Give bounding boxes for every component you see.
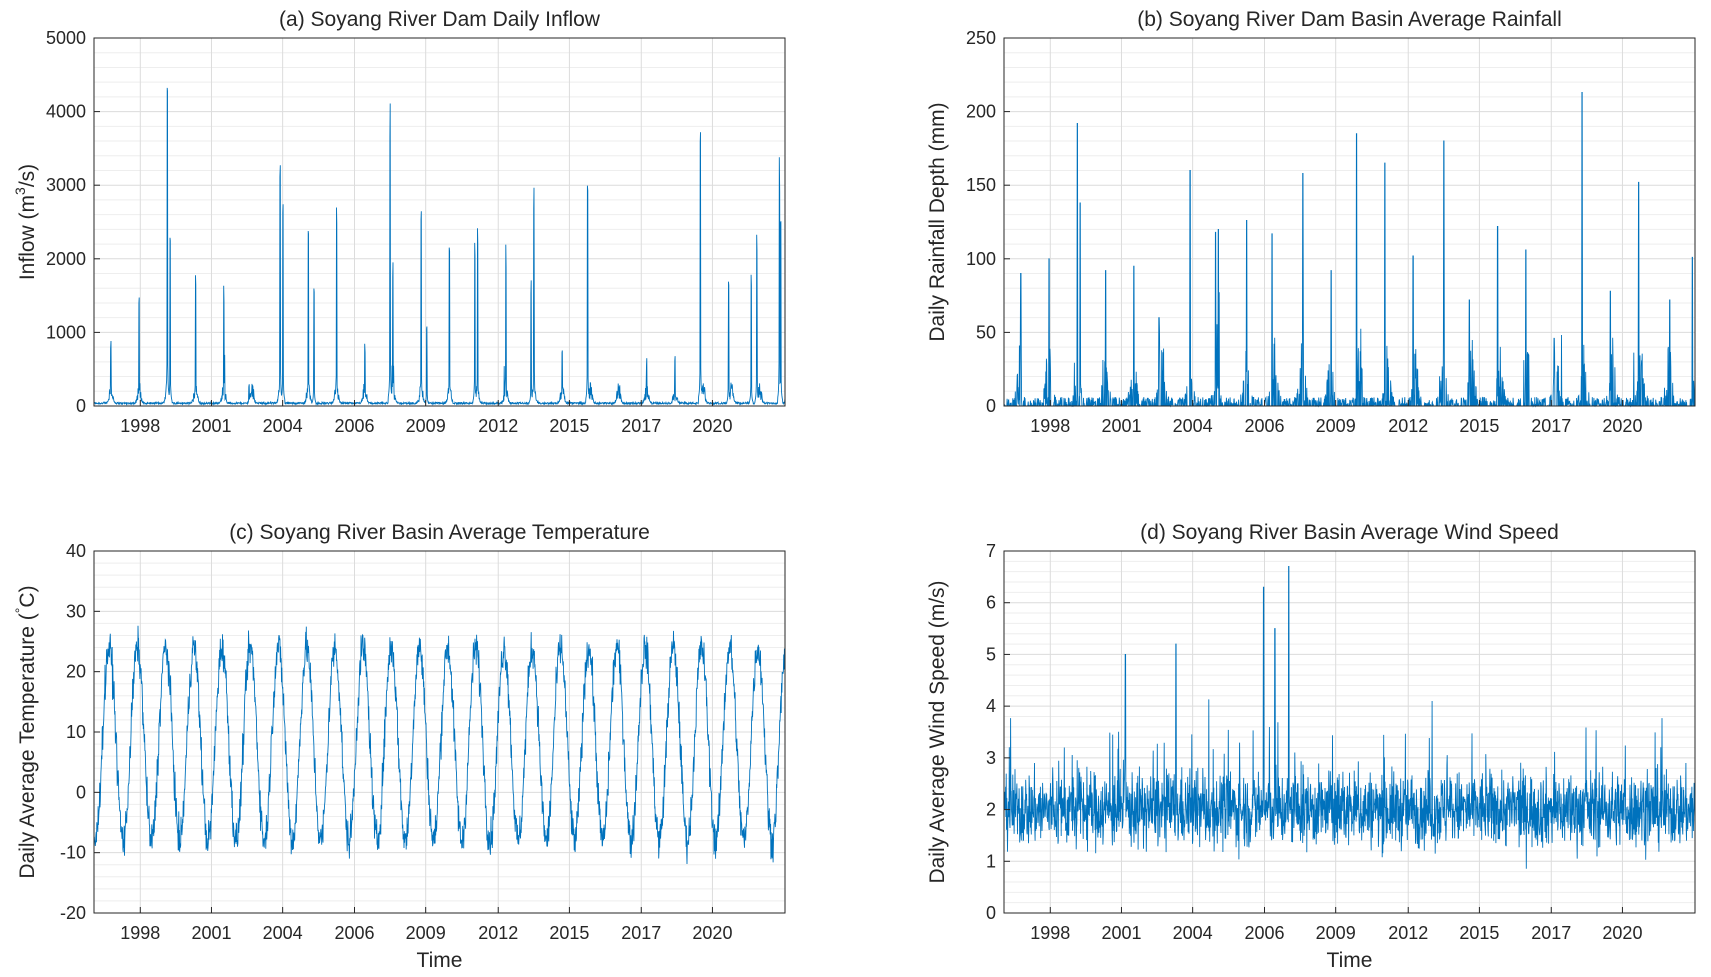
x-tick-label: 2015 bbox=[549, 416, 589, 436]
x-tick-label: 2004 bbox=[1173, 923, 1213, 943]
x-axis-label: Time bbox=[1327, 949, 1373, 972]
x-tick-label: 2015 bbox=[1459, 416, 1499, 436]
x-tick-label: 2012 bbox=[478, 923, 518, 943]
x-tick-label: 1998 bbox=[120, 923, 160, 943]
x-tick-label: 2004 bbox=[263, 923, 303, 943]
x-tick-label: 1998 bbox=[1030, 923, 1070, 943]
x-tick-label: 2020 bbox=[692, 416, 732, 436]
y-tick-label: 10 bbox=[66, 722, 86, 742]
chart-a: 0 1000 2000 3000 4000 5000 1998 2001 2004 2006 200… bbox=[12, 8, 786, 436]
axes-box bbox=[1003, 37, 1696, 407]
chart-title: (a) Soyang River Dam Daily Inflow bbox=[279, 8, 601, 31]
x-tick-label: 2020 bbox=[692, 923, 732, 943]
y-tick-label: -10 bbox=[60, 843, 86, 863]
x-tick-label: 2009 bbox=[406, 923, 446, 943]
axes-box bbox=[93, 37, 786, 407]
y-tick-label: 2000 bbox=[46, 249, 86, 269]
x-tick-label: 2009 bbox=[406, 416, 446, 436]
chart-b: 0 50 100 150 200 250 1998 2001 2004 2006 2009 2012 2… bbox=[926, 8, 1696, 436]
y-tick-label: 40 bbox=[66, 541, 86, 561]
x-tick-label: 2004 bbox=[1173, 416, 1213, 436]
y-tick-label: 0 bbox=[76, 782, 86, 802]
x-tick-label: 2006 bbox=[1244, 923, 1284, 943]
x-tick-label: 2006 bbox=[334, 923, 374, 943]
y-tick-label: -20 bbox=[60, 903, 86, 923]
x-tick-label: 2009 bbox=[1316, 416, 1356, 436]
chart-d: 0 1 2 3 4 5 6 7 1998 2001 2004 2006 2009 2012 2015 2017… bbox=[926, 521, 1696, 972]
chart-title: (c) Soyang River Basin Average Temperatu… bbox=[229, 521, 650, 544]
y-tick-label: 1000 bbox=[46, 322, 86, 342]
y-tick-label: 250 bbox=[966, 28, 996, 48]
x-tick-label: 2006 bbox=[1244, 416, 1284, 436]
x-tick-label: 2017 bbox=[621, 923, 661, 943]
y-tick-label: 0 bbox=[76, 396, 86, 416]
y-tick-label: 1 bbox=[986, 851, 996, 871]
x-tick-label: 2006 bbox=[334, 416, 374, 436]
x-tick-label: 2009 bbox=[1316, 923, 1356, 943]
chart-title: (b) Soyang River Dam Basin Average Rainf… bbox=[1137, 8, 1561, 31]
x-axis-label: Time bbox=[417, 949, 463, 972]
x-tick-label: 2015 bbox=[1459, 923, 1499, 943]
y-axis-label: Inflow (m3/s) bbox=[12, 164, 39, 280]
x-tick-label: 2012 bbox=[1388, 416, 1428, 436]
y-tick-label: 7 bbox=[986, 541, 996, 561]
y-tick-label: 4000 bbox=[46, 102, 86, 122]
y-tick-label: 150 bbox=[966, 175, 996, 195]
x-tick-label: 2001 bbox=[1101, 923, 1141, 943]
y-tick-label: 200 bbox=[966, 102, 996, 122]
chart-c: -20 -10 0 10 20 30 40 1998 2001 2004 2006 2009 2012 2… bbox=[12, 521, 786, 972]
y-tick-label: 100 bbox=[966, 249, 996, 269]
x-tick-label: 2020 bbox=[1602, 416, 1642, 436]
x-tick-label: 2020 bbox=[1602, 923, 1642, 943]
y-tick-label: 50 bbox=[976, 322, 996, 342]
x-tick-label: 2012 bbox=[1388, 923, 1428, 943]
y-tick-label: 30 bbox=[66, 601, 86, 621]
y-tick-label: 3 bbox=[986, 748, 996, 768]
chart-title: (d) Soyang River Basin Average Wind Spee… bbox=[1140, 521, 1559, 544]
x-tick-label: 2001 bbox=[191, 923, 231, 943]
x-tick-label: 1998 bbox=[120, 416, 160, 436]
y-tick-label: 20 bbox=[66, 662, 86, 682]
x-tick-label: 2017 bbox=[1531, 923, 1571, 943]
series-line bbox=[1003, 92, 1696, 408]
y-tick-label: 5000 bbox=[46, 28, 86, 48]
x-tick-label: 2001 bbox=[1101, 416, 1141, 436]
y-axis-label: Daily Average Temperature (°C) bbox=[12, 585, 39, 878]
y-tick-label: 2 bbox=[986, 800, 996, 820]
y-tick-label: 4 bbox=[986, 696, 996, 716]
y-tick-label: 3000 bbox=[46, 175, 86, 195]
y-axis-label: Daily Rainfall Depth (mm) bbox=[926, 102, 949, 341]
x-tick-label: 2015 bbox=[549, 923, 589, 943]
series-line bbox=[93, 625, 786, 865]
series-line bbox=[93, 87, 786, 406]
y-tick-label: 6 bbox=[986, 593, 996, 613]
x-tick-label: 2001 bbox=[191, 416, 231, 436]
x-tick-label: 2017 bbox=[621, 416, 661, 436]
x-tick-label: 2017 bbox=[1531, 416, 1571, 436]
y-tick-label: 5 bbox=[986, 644, 996, 664]
x-tick-label: 2012 bbox=[478, 416, 518, 436]
x-tick-label: 1998 bbox=[1030, 416, 1070, 436]
y-tick-label: 0 bbox=[986, 903, 996, 923]
y-tick-label: 0 bbox=[986, 396, 996, 416]
series-line bbox=[1003, 566, 1696, 869]
y-axis-label: Daily Average Wind Speed (m/s) bbox=[926, 580, 949, 883]
x-tick-label: 2004 bbox=[263, 416, 303, 436]
axes-box bbox=[1003, 550, 1696, 914]
